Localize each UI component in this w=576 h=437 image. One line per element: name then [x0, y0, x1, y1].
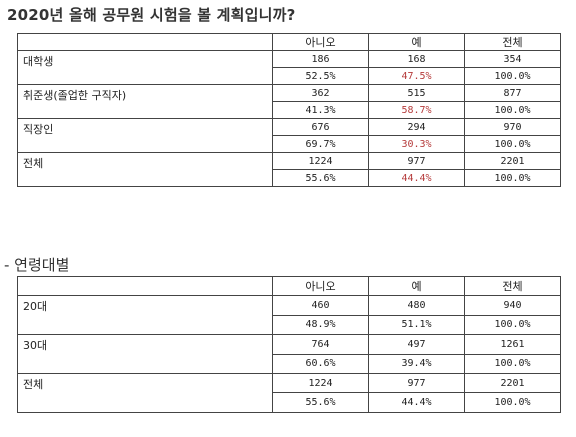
table-row: 52.5% 47.5% 100.0%: [18, 67, 561, 85]
pct-yes: 44.4%: [368, 392, 465, 413]
table-row: 직장인 676 294 970: [17, 118, 561, 153]
pct-total: 100.0%: [464, 392, 561, 413]
count-total: 877: [464, 84, 561, 102]
pct-total: 100.0%: [464, 314, 561, 336]
pct-total: 100.0%: [464, 169, 561, 187]
count-no: 1224: [272, 152, 369, 170]
header-total: 전체: [464, 33, 561, 51]
section-subtitle: - 연령대별: [4, 256, 70, 274]
pct-yes: 51.1%: [368, 314, 465, 336]
count-yes: 168: [368, 50, 465, 68]
count-total: 1261: [464, 334, 561, 355]
row-label: 전체: [17, 152, 273, 187]
pct-no: 52.5%: [272, 67, 369, 85]
survey-table-by-status: 아니오 예 전체 대학생 186 168 354 52.5% 47.5% 100…: [17, 33, 561, 187]
count-total: 970: [464, 118, 561, 136]
table-row: 55.6% 44.4% 100.0%: [18, 392, 561, 413]
row-label: 취준생(졸업한 구직자): [17, 84, 273, 119]
row-label: 대학생: [17, 50, 273, 85]
pct-no: 55.6%: [272, 169, 369, 187]
count-total: 940: [464, 295, 561, 316]
count-yes: 977: [368, 152, 465, 170]
count-yes: 294: [368, 118, 465, 136]
table-row: 69.7% 30.3% 100.0%: [18, 135, 561, 153]
header-yes: 예: [368, 33, 465, 51]
header-empty-cell: [17, 275, 273, 297]
survey-table-by-age: 아니오 예 전체 20대 460 480 940 48.9% 51.1% 100…: [17, 275, 561, 413]
page-title: 2020년 올해 공무원 시험을 볼 계획입니까?: [7, 6, 296, 24]
count-no: 460: [272, 295, 369, 316]
count-no: 676: [272, 118, 369, 136]
pct-no: 55.6%: [272, 392, 369, 413]
count-total: 2201: [464, 152, 561, 170]
row-label: 전체: [17, 372, 273, 413]
count-yes: 497: [368, 334, 465, 355]
pct-total: 100.0%: [464, 67, 561, 85]
header-no: 아니오: [272, 33, 369, 51]
count-yes: 480: [368, 295, 465, 316]
row-label: 20대: [17, 295, 273, 336]
count-no: 764: [272, 334, 369, 355]
table-row: 20대 460 480 940: [17, 295, 561, 336]
pct-no: 41.3%: [272, 101, 369, 119]
table-row: 60.6% 39.4% 100.0%: [18, 353, 561, 374]
table-row: 취준생(졸업한 구직자) 362 515 877: [17, 84, 561, 119]
count-no: 1224: [272, 372, 369, 394]
table-header-row: 아니오 예 전체: [17, 275, 561, 297]
pct-yes: 58.7%: [368, 101, 465, 119]
count-no: 186: [272, 50, 369, 68]
count-total: 2201: [464, 372, 561, 394]
table-row: 전체 1224 977 2201: [17, 372, 561, 413]
pct-yes: 39.4%: [368, 353, 465, 374]
pct-yes: 47.5%: [368, 67, 465, 85]
pct-yes: 30.3%: [368, 135, 465, 153]
count-yes: 515: [368, 84, 465, 102]
pct-no: 60.6%: [272, 353, 369, 374]
header-total: 전체: [464, 275, 561, 297]
row-label: 직장인: [17, 118, 273, 153]
count-no: 362: [272, 84, 369, 102]
count-yes: 977: [368, 372, 465, 394]
pct-total: 100.0%: [464, 101, 561, 119]
table-row: 전체 1224 977 2201: [17, 152, 561, 187]
table-row: 대학생 186 168 354: [17, 50, 561, 85]
pct-no: 48.9%: [272, 314, 369, 336]
header-no: 아니오: [272, 275, 369, 297]
row-label: 30대: [17, 334, 273, 374]
table-row: 30대 764 497 1261: [17, 334, 561, 374]
pct-total: 100.0%: [464, 135, 561, 153]
pct-total: 100.0%: [464, 353, 561, 374]
header-yes: 예: [368, 275, 465, 297]
pct-yes: 44.4%: [368, 169, 465, 187]
count-total: 354: [464, 50, 561, 68]
header-empty-cell: [17, 33, 273, 51]
table-row: 55.6% 44.4% 100.0%: [18, 169, 561, 187]
pct-no: 69.7%: [272, 135, 369, 153]
table-header-row: 아니오 예 전체: [17, 33, 561, 51]
